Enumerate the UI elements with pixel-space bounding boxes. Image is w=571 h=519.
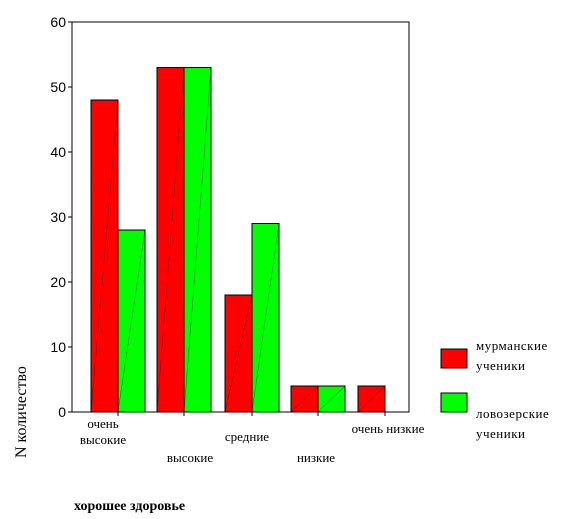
y-tick-label: 30 (50, 209, 66, 225)
y-axis-ticks: 0 10 20 30 40 50 60 (50, 14, 72, 420)
x-tick-label: низкие (297, 450, 335, 465)
x-axis-label: хорошее здоровье (74, 499, 185, 514)
bar (156, 67, 185, 413)
x-tick-label: средние (225, 429, 269, 444)
bar (90, 99, 119, 413)
x-tick-label: очень высокие (80, 416, 126, 447)
x-tick-label: очень низкие (352, 421, 425, 436)
bar (251, 223, 280, 413)
legend-label: ловозерские ученики (476, 406, 549, 441)
y-tick-label: 50 (50, 79, 66, 95)
bar (183, 67, 212, 413)
bars (90, 67, 386, 413)
legend-item: мурманские ученики (440, 338, 548, 373)
y-tick-label: 10 (50, 339, 66, 355)
x-axis-categories: очень высокие высокие средние низкие очень ни… (80, 412, 425, 465)
y-axis-label: N количество (13, 366, 30, 458)
legend-swatch (440, 348, 468, 369)
legend-item: ловозерские ученики (440, 392, 549, 441)
y-tick-label: 60 (50, 14, 66, 30)
bar (117, 229, 146, 413)
legend: мурманские ученики ловозерские ученики (440, 338, 549, 441)
bar (290, 385, 319, 413)
x-tick-label: высокие (167, 450, 213, 465)
bar (317, 385, 346, 413)
bar (357, 385, 386, 413)
legend-label: мурманские ученики (476, 338, 548, 373)
y-tick-label: 20 (50, 274, 66, 290)
legend-swatch (440, 392, 468, 413)
bar (224, 294, 253, 413)
y-tick-label: 0 (58, 404, 66, 420)
y-tick-label: 40 (50, 144, 66, 160)
